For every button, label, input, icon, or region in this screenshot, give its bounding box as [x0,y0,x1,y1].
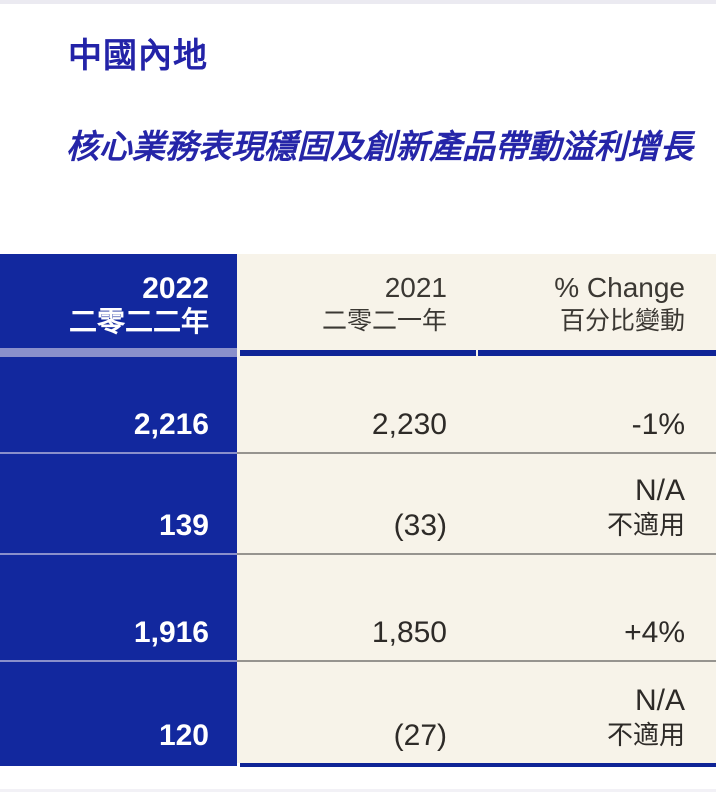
table-bottom-left [0,763,237,768]
table-cell-2021: (27) [237,662,477,763]
table-cell-2022: 2,216 [0,357,237,452]
table-cell-2021: 2,230 [237,357,477,452]
header-change-label-cjk: 百分比變動 [559,307,685,335]
header-cell-change: % Change 百分比變動 [477,254,716,348]
header-divider-right [477,348,716,357]
table-cell-change: +4% [477,555,716,660]
header-2021-year: 2021 [384,272,447,303]
header-2022-year: 2022 [142,272,209,305]
row-separator-mid [237,553,477,555]
row-separator-right [477,452,716,454]
page-title: 中國內地 [68,37,208,75]
top-edge-strip [0,0,716,4]
table-cell-change: N/A 不適用 [477,662,716,763]
header-divider-left [0,348,237,357]
header-cell-2021: 2021 二零二一年 [237,254,477,348]
row-separator-right [477,553,716,555]
row-separator-mid [237,660,477,662]
row-separator-left [0,452,237,454]
table-cell-2022: 120 [0,662,237,763]
row-separator-left [0,660,237,662]
row-separator-left [0,553,237,555]
table-cell-change: -1% [477,357,716,452]
row-separator-right [477,660,716,662]
header-divider-mid [237,348,477,357]
financial-table: 2022 二零二二年 2021 二零二一年 % Change 百分比變動 2,2… [0,254,716,768]
table-cell-2021: 1,850 [237,555,477,660]
header-2021-year-cjk: 二零二一年 [321,307,447,335]
table-cell-2022: 139 [0,454,237,553]
table-bottom-mid [237,763,477,768]
table-cell-change: N/A 不適用 [477,454,716,553]
header-cell-2022: 2022 二零二二年 [0,254,237,348]
header-change-label: % Change [554,272,685,303]
table-cell-2022: 1,916 [0,555,237,660]
header-2022-year-cjk: 二零二二年 [68,306,209,337]
row-separator-mid [237,452,477,454]
bottom-edge-strip [0,789,716,792]
page-subtitle: 核心業務表現穩固及創新產品帶動溢利增長 [66,128,693,165]
table-cell-2021: (33) [237,454,477,553]
table-bottom-right [477,763,716,768]
